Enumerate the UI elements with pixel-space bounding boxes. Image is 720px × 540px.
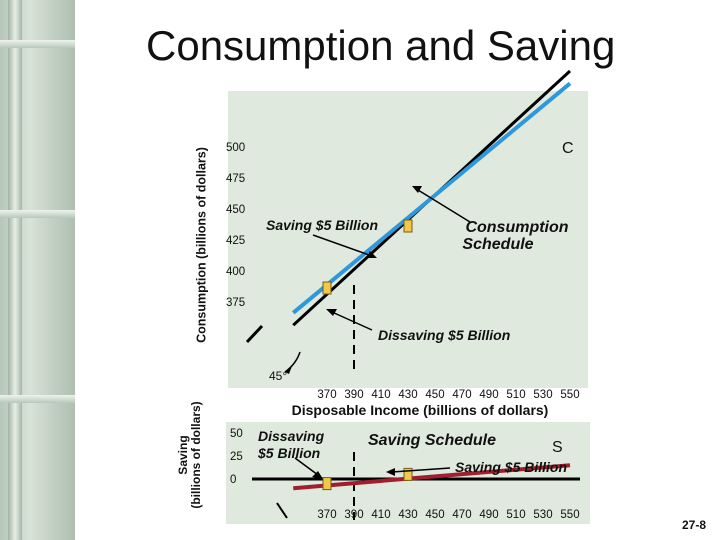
saving-x-tick-5: 470 — [452, 509, 471, 521]
saving-y-tick-2: 0 — [230, 474, 236, 486]
saving-arrow-shaft — [312, 234, 373, 257]
saving-line-tail — [276, 502, 288, 519]
dissaving-arrow-shaft — [331, 311, 373, 331]
saving-lower-arrow-shaft — [391, 467, 451, 473]
saving-x-tick-8: 530 — [533, 509, 552, 521]
saving-x-tick-2: 410 — [371, 509, 390, 521]
consumption-x-tick-9: 550 — [560, 389, 579, 401]
consumption-y-tick-4: 400 — [226, 266, 245, 278]
saving-marker-1 — [403, 467, 413, 481]
consumption-x-tick-8: 530 — [533, 389, 552, 401]
consumption-x-ticks: 370 390 410 430 450 470 490 510 530 550 — [317, 389, 579, 401]
saving-line — [293, 463, 571, 491]
dissaving-lower-arrow-shaft — [294, 457, 319, 476]
saving-arrow-head — [366, 251, 377, 258]
consumption-y-tick-0: 500 — [226, 142, 245, 154]
consumption-x-tick-5: 470 — [452, 389, 471, 401]
forty-five-degree-line-tail — [245, 324, 264, 344]
consumption-x-tick-0: 370 — [317, 389, 336, 401]
consumption-x-tick-7: 510 — [506, 389, 525, 401]
schedule-arrow-head — [412, 186, 422, 193]
consumption-x-tick-3: 430 — [398, 389, 417, 401]
background-strip — [0, 0, 75, 540]
angle-arc — [284, 351, 301, 373]
angle-label: 45° — [269, 369, 287, 383]
saving-x-tick-1: 390 — [344, 509, 363, 521]
saving-lower-arrow-head — [386, 468, 395, 476]
saving-x-tick-6: 490 — [479, 509, 498, 521]
saving-annotation-upper: Saving $5 Billion — [266, 217, 378, 233]
consumption-line-label: C — [562, 140, 574, 157]
consumption-x-tick-2: 410 — [371, 389, 390, 401]
page-title: Consumption and Saving — [146, 22, 616, 69]
saving-x-tick-3: 430 — [398, 509, 417, 521]
saving-marker-0 — [322, 477, 332, 491]
x-axis-title: Disposable Income (billions of dollars) — [292, 402, 549, 418]
consumption-x-tick-6: 490 — [479, 389, 498, 401]
page-number: 27-8 — [681, 518, 706, 532]
consumption-marker-0 — [322, 281, 332, 295]
consumption-y-tick-1: 475 — [226, 173, 245, 185]
saving-line-label: S — [552, 439, 563, 456]
dissaving-label-line1: Dissaving — [258, 428, 325, 444]
consumption-y-tick-2: 450 — [226, 204, 245, 216]
consumption-marker-1 — [403, 219, 413, 233]
dissaving-label-line2: $5 Billion — [257, 445, 320, 461]
consumption-schedule-label-line2: Schedule — [462, 236, 533, 253]
saving-x-tick-9: 550 — [560, 509, 579, 521]
consumption-schedule-label-line1: Consumption — [465, 219, 568, 236]
consumption-y-tick-3: 425 — [226, 235, 245, 247]
saving-schedule-label: Saving Schedule — [368, 432, 496, 449]
saving-x-tick-0: 370 — [317, 509, 336, 521]
consumption-y-tick-5: 375 — [226, 297, 245, 309]
angle-arrow — [285, 366, 292, 374]
saving-x-tick-4: 450 — [425, 509, 444, 521]
dissaving-annotation-upper: Dissaving $5 Billion — [378, 327, 510, 343]
saving-y-tick-0: 50 — [230, 428, 243, 440]
saving-annotation-lower: Saving $5 Billion — [455, 459, 567, 475]
dissaving-lower-arrow-head — [312, 471, 323, 479]
dissaving-arrow-head — [326, 309, 337, 316]
consumption-x-tick-1: 390 — [344, 389, 363, 401]
consumption-plot-area — [228, 91, 588, 388]
consumption-x-tick-4: 450 — [425, 389, 444, 401]
saving-y-tick-1: 25 — [230, 451, 243, 463]
saving-x-tick-7: 510 — [506, 509, 525, 521]
schedule-arrow-shaft — [417, 189, 471, 223]
